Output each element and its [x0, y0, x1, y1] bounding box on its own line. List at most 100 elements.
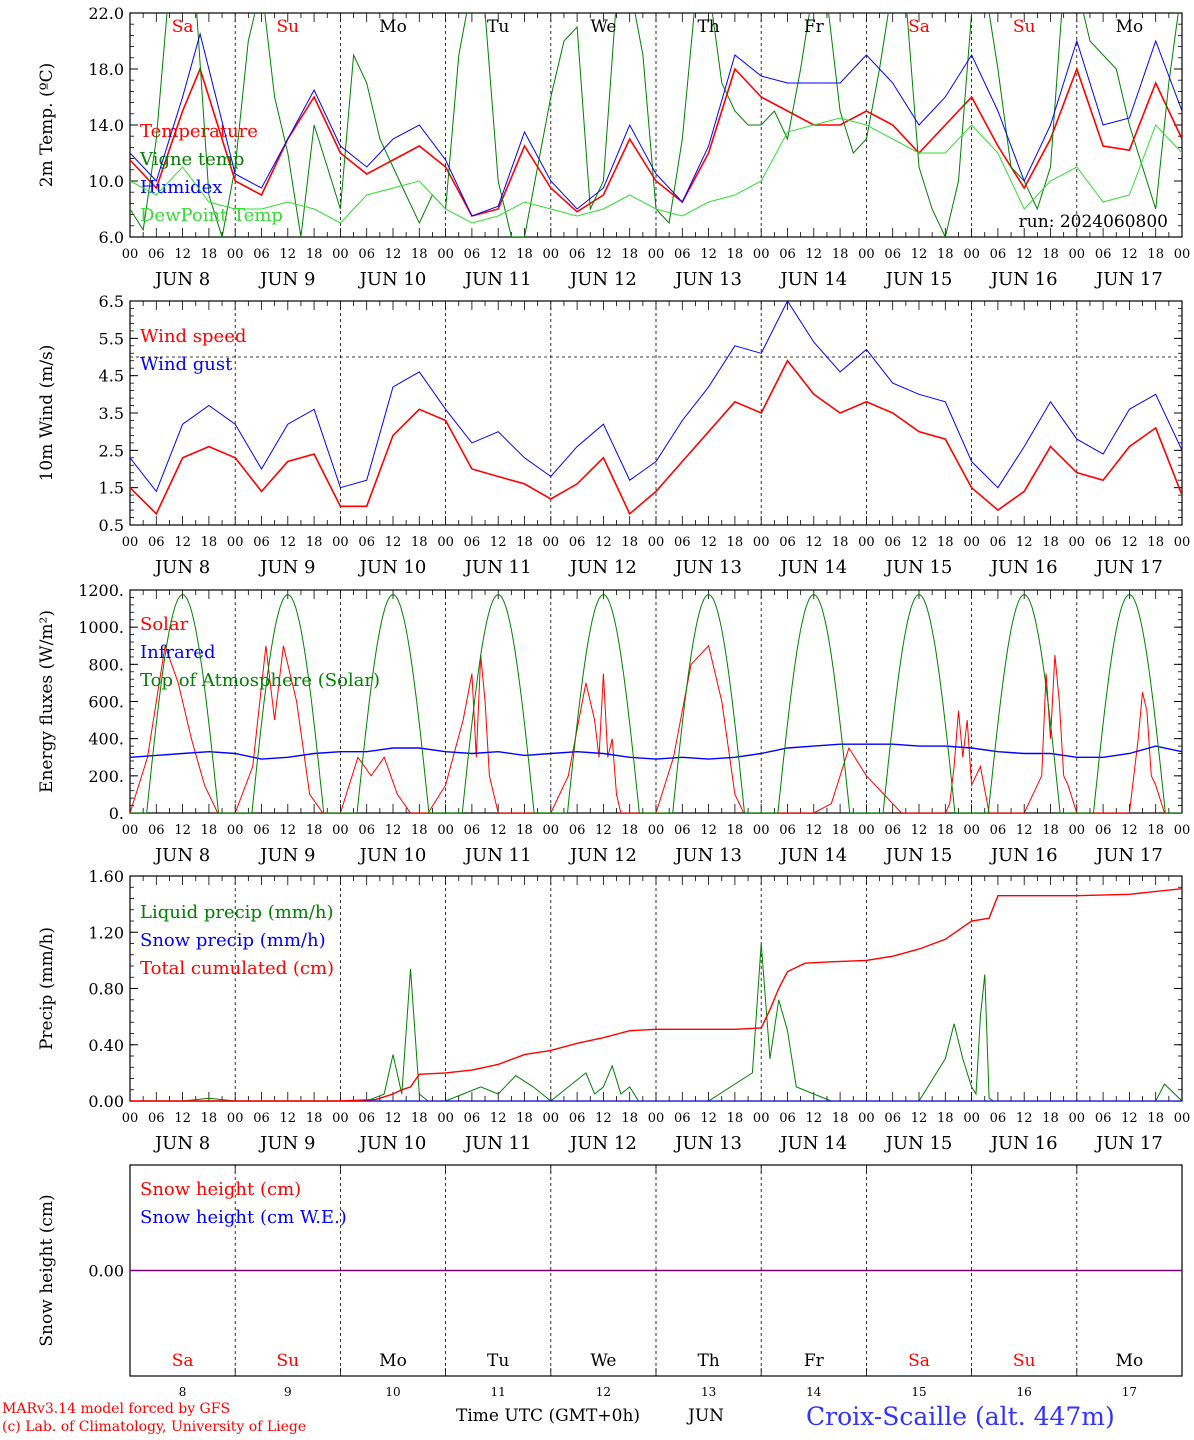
x-hour-label: 06: [464, 535, 481, 550]
x-hour-label: 00: [1069, 1111, 1086, 1126]
x-hour-label: 12: [490, 535, 507, 550]
x-date-label: JUN 9: [258, 269, 315, 290]
x-hour-label: 06: [358, 247, 375, 262]
x-day-number: 17: [1122, 1385, 1137, 1399]
x-hour-label: 12: [1121, 535, 1138, 550]
weekday-label: Mo: [379, 17, 407, 37]
x-hour-label: 12: [911, 823, 928, 838]
x-hour-label: 00: [1174, 1111, 1191, 1126]
y-tick-label: 6.0: [99, 228, 124, 247]
x-day-number: 14: [806, 1385, 822, 1399]
legend-series-temperature: Temperature: [140, 121, 258, 142]
month-label: JUN: [688, 1406, 725, 1426]
y-tick-label: 0.00: [88, 1262, 124, 1281]
x-hour-label: 12: [911, 247, 928, 262]
x-hour-label: 06: [358, 1111, 375, 1126]
x-hour-label: 18: [306, 1111, 323, 1126]
x-hour-label: 12: [280, 535, 297, 550]
x-hour-label: 18: [937, 1111, 954, 1126]
x-date-label: JUN 8: [153, 1133, 210, 1154]
x-hour-label: 12: [1016, 247, 1033, 262]
y-tick-label: 1.5: [99, 479, 124, 498]
x-hour-label: 18: [937, 535, 954, 550]
x-date-label: JUN 9: [258, 845, 315, 866]
x-hour-label: 00: [437, 823, 454, 838]
x-hour-label: 00: [227, 1111, 244, 1126]
series-dewpoint-temp-line: [130, 117, 1182, 224]
x-hour-label: 18: [1042, 823, 1059, 838]
x-hour-label: 18: [937, 247, 954, 262]
weekday-label: Tu: [487, 1351, 509, 1371]
x-date-label: JUN 17: [1094, 845, 1163, 866]
x-hour-label: 18: [727, 247, 744, 262]
x-hour-label: 06: [674, 1111, 691, 1126]
x-hour-label: 06: [990, 1111, 1007, 1126]
weekday-label: Sa: [172, 1351, 194, 1371]
x-hour-label: 06: [464, 823, 481, 838]
x-hour-label: 18: [1042, 247, 1059, 262]
x-hour-label: 00: [1174, 535, 1191, 550]
y-tick-label: 3.5: [99, 404, 124, 423]
weekday-label: Su: [276, 17, 299, 37]
x-hour-label: 18: [1147, 247, 1164, 262]
legend-series-vigne-temp: Vigne temp: [139, 149, 244, 170]
x-hour-label: 06: [569, 535, 586, 550]
x-hour-label: 00: [1174, 247, 1191, 262]
x-date-label: JUN 14: [778, 1133, 847, 1154]
x-date-label: JUN 17: [1094, 557, 1163, 578]
x-hour-label: 00: [227, 535, 244, 550]
x-hour-label: 18: [201, 823, 218, 838]
x-date-label: JUN 11: [463, 269, 532, 290]
x-hour-label: 12: [385, 1111, 402, 1126]
legend-series-top-of-atmosphere-solar: Top of Atmosphere (Solar): [140, 670, 380, 691]
x-hour-label: 12: [595, 823, 612, 838]
y-axis-label: Precip (mm/h): [37, 927, 57, 1050]
x-hour-label: 00: [753, 247, 770, 262]
x-hour-label: 00: [437, 535, 454, 550]
x-hour-label: 06: [990, 247, 1007, 262]
site-title: Croix-Scaille (alt. 447m): [806, 1402, 1115, 1431]
x-hour-label: 06: [674, 823, 691, 838]
y-tick-label: 800.: [88, 655, 124, 674]
x-hour-label: 18: [621, 823, 638, 838]
x-hour-label: 00: [332, 823, 349, 838]
y-tick-label: 1.20: [88, 923, 124, 942]
y-axis-label: 2m Temp. (ºC): [37, 63, 57, 188]
weekday-label: Fr: [804, 1351, 825, 1371]
x-date-label: JUN 12: [568, 557, 637, 578]
y-tick-label: 600.: [88, 693, 124, 712]
x-hour-label: 18: [516, 247, 533, 262]
x-hour-label: 12: [806, 247, 823, 262]
x-hour-label: 12: [911, 535, 928, 550]
legend-series-snow-precip-mm-h: Snow precip (mm/h): [140, 930, 326, 951]
x-date-label: JUN 12: [568, 1133, 637, 1154]
series-wind-gust-line: [130, 301, 1182, 493]
x-hour-label: 06: [148, 247, 165, 262]
series-humidex-line: [130, 32, 1182, 217]
y-tick-label: 5.5: [99, 329, 124, 348]
x-hour-label: 18: [1042, 1111, 1059, 1126]
legend-series-total-cumulated-cm: Total cumulated (cm): [140, 958, 334, 979]
x-hour-label: 06: [253, 247, 270, 262]
x-hour-label: 06: [358, 823, 375, 838]
y-tick-label: 10.0: [88, 172, 124, 191]
x-date-label: JUN 13: [673, 845, 742, 866]
x-hour-label: 12: [806, 1111, 823, 1126]
x-hour-label: 06: [674, 535, 691, 550]
legend-series-humidex: Humidex: [140, 177, 222, 198]
x-hour-label: 06: [569, 1111, 586, 1126]
x-hour-label: 00: [648, 247, 665, 262]
x-hour-label: 12: [1121, 1111, 1138, 1126]
x-day-number: 12: [596, 1385, 611, 1399]
x-hour-label: 18: [1147, 1111, 1164, 1126]
x-hour-label: 12: [174, 1111, 191, 1126]
x-hour-label: 18: [832, 535, 849, 550]
x-hour-label: 00: [963, 247, 980, 262]
x-hour-label: 00: [543, 1111, 560, 1126]
y-tick-label: 400.: [88, 730, 124, 749]
x-hour-label: 18: [516, 535, 533, 550]
x-hour-label: 12: [595, 1111, 612, 1126]
x-hour-label: 00: [543, 535, 560, 550]
legend-series-solar: Solar: [140, 614, 189, 635]
series-total-cumulated-cm-line: [130, 888, 1182, 1101]
